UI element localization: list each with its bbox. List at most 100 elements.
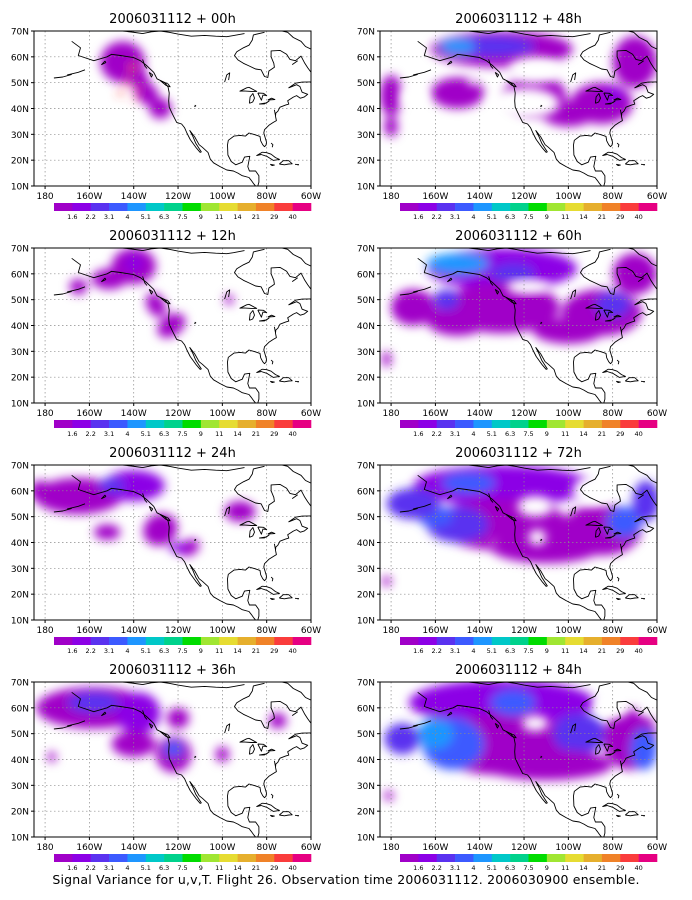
colorbar-swatch [638,203,658,211]
colorbar-swatch [219,203,238,211]
colorbar-swatch [274,420,293,428]
lat-tick-label: 70N [357,245,375,255]
colorbar-swatch [565,420,584,428]
colorbar-label: 40 [635,647,643,655]
variance-region [178,538,200,557]
variance-region [124,255,143,272]
colorbar-label: 9 [545,647,549,655]
colorbar-swatch [255,420,275,428]
colorbar: 1.6 2.2 3.1 4 5.1 6.3 7.5 9 11 14 21 29 40 [54,854,312,872]
colorbar-swatch [583,420,603,428]
colorbar-swatch [145,637,165,645]
colorbar-label: 11 [561,647,569,655]
colorbar-label: 1.6 [67,864,77,872]
lon-tick-label: 80W [257,843,277,853]
colorbar-label: 29 [616,864,624,872]
lat-tick-label: 50N [357,296,375,306]
lat-tick-label: 50N [11,730,29,740]
colorbar-swatch [292,637,312,645]
variance-region [606,506,642,538]
variance-region [391,289,436,326]
colorbar: 1.6 2.2 3.1 4 5.1 6.3 7.5 9 11 14 21 29 40 [400,637,658,655]
colorbar-swatch [127,420,147,428]
colorbar-swatch [418,203,438,211]
lat-tick-label: 20N [357,374,375,384]
colorbar-label: 21 [252,430,260,438]
variance-region [133,95,139,101]
variance-region [117,90,124,96]
colorbar-swatch [455,203,474,211]
map-panel: 2006031112 + 72h 70N 60N 50N 40N 30N 20N 10N 180… [357,446,667,655]
lat-tick-label: 30N [357,565,375,575]
lat-tick-label: 20N [11,157,29,167]
variance-region [115,692,161,734]
colorbar-swatch [418,420,438,428]
lon-tick-label: 60W [647,192,667,202]
lat-tick-label: 60N [11,487,29,497]
colorbar-label: 6.3 [505,213,515,221]
colorbar-label: 5.1 [141,430,151,438]
coastline [53,31,311,186]
colorbar-swatch [127,854,147,862]
colorbar-label: 6.3 [505,430,515,438]
colorbar-label: 11 [561,430,569,438]
colorbar-label: 40 [635,864,643,872]
graticule [34,31,311,186]
lat-tick-label: 30N [11,782,29,792]
colorbar-swatch [473,854,493,862]
variance-region [532,317,604,344]
colorbar-swatch [109,637,128,645]
colorbar-swatch [400,637,419,645]
colorbar: 1.6 2.2 3.1 4 5.1 6.3 7.5 9 11 14 21 29 40 [54,203,312,221]
colorbar-swatch [292,420,312,428]
colorbar-swatch [400,203,419,211]
colorbar-swatch [164,637,183,645]
map-panel: 2006031112 + 60h 70N 60N 50N 40N 30N 20N 10N 180… [357,229,667,438]
colorbar-label: 21 [252,213,260,221]
variance-region [135,85,141,91]
low-variance-region [468,74,478,86]
lon-tick-label: 60W [301,626,321,636]
colorbar-label: 11 [215,647,223,655]
colorbar-label: 29 [616,430,624,438]
colorbar-swatch [418,854,438,862]
variance-region [552,713,607,755]
colorbar-label: 3.1 [450,430,460,438]
colorbar-swatch [237,637,257,645]
colorbar-swatch [601,637,621,645]
colorbar-swatch [400,854,419,862]
colorbar-swatch [127,637,147,645]
lon-tick-label: 80W [603,843,623,853]
variance-field [34,470,256,557]
colorbar-label: 7.5 [177,647,187,655]
colorbar-label: 6.3 [505,864,515,872]
lon-tick-label: 140W [121,409,147,419]
colorbar-swatch [255,854,275,862]
variance-region [384,723,420,755]
colorbar-swatch [473,420,493,428]
colorbar-swatch [620,420,639,428]
map-panel: 2006031112 + 12h 70N 60N 50N 40N 30N 20N 10N 180… [11,229,321,438]
colorbar-swatch [583,854,603,862]
colorbar-swatch [528,854,548,862]
lon-tick-label: 140W [121,843,147,853]
colorbar-swatch [546,637,566,645]
lon-tick-label: 140W [467,409,493,419]
variance-region [382,351,392,367]
colorbar-swatch [90,637,110,645]
panel-title: 2006031112 + 00h [109,12,236,27]
panel-title: 2006031112 + 36h [109,663,236,678]
colorbar-swatch [455,637,474,645]
colorbar-label: 11 [215,864,223,872]
low-variance-region [506,279,551,295]
colorbar-swatch [491,637,511,645]
lon-tick-label: 140W [467,192,493,202]
colorbar-swatch [145,420,165,428]
colorbar-label: 7.5 [523,647,533,655]
lon-tick-label: 140W [467,843,493,853]
lat-tick-label: 10N [357,834,375,844]
variance-field [380,31,657,137]
colorbar-label: 29 [270,213,278,221]
lat-tick-label: 70N [11,28,29,38]
low-variance-region [517,496,553,517]
